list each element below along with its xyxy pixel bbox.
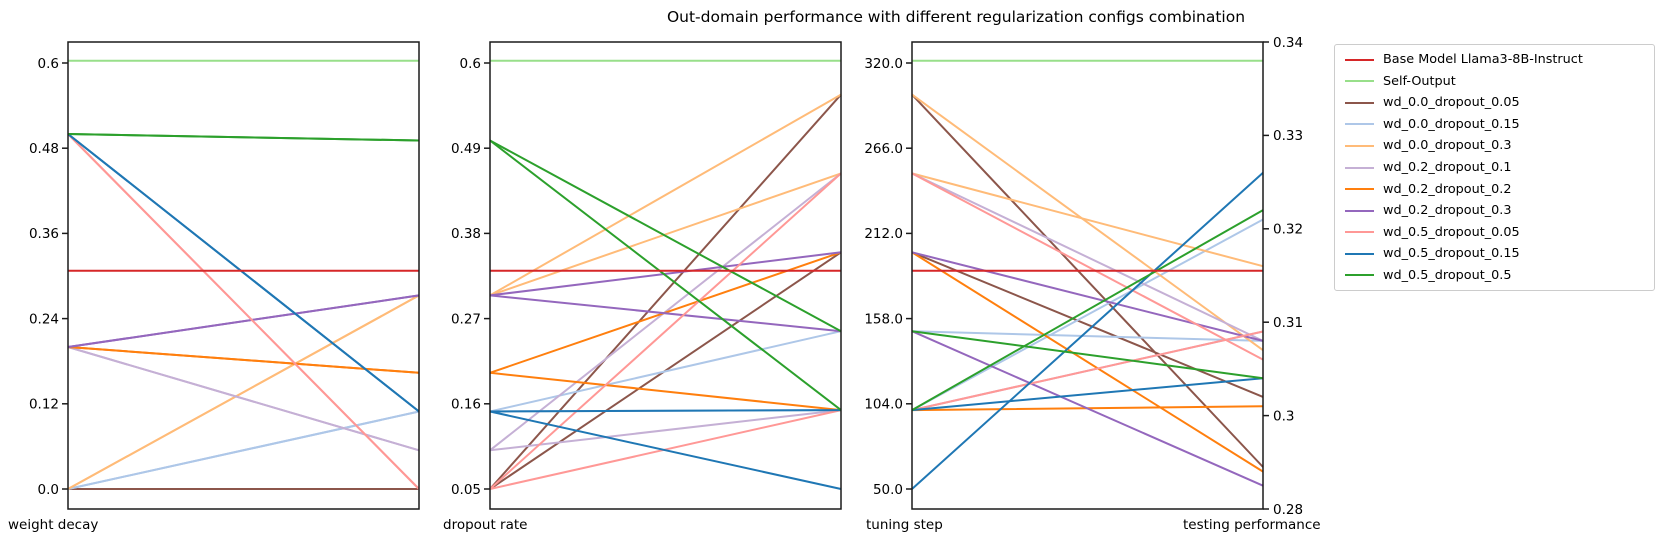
- axis2-tick-label-0.27: 0.27: [451, 311, 481, 327]
- axis1-tick-label-0.36: 0.36: [29, 226, 59, 242]
- panel-box-1: [67, 41, 420, 510]
- legend-swatch-line: [1345, 101, 1374, 104]
- legend-entry-label: wd_0.0_dropout_0.15: [1383, 116, 1520, 132]
- axis4-tick-label-0.3: 0.3: [1273, 408, 1294, 424]
- panel-box-2: [489, 41, 842, 510]
- legend-swatch-line: [1345, 252, 1374, 255]
- legend-entry-wd_0.2_dropout_0.3: wd_0.2_dropout_0.3: [1345, 200, 1654, 222]
- axis-label-tuning-step: tuning step: [866, 517, 943, 533]
- axis1-tick-label-0.0: 0.0: [38, 482, 59, 498]
- series-line-wd_0.5_dropout_0.5-run2: [67, 133, 1264, 411]
- legend-entry-label: wd_0.2_dropout_0.1: [1383, 160, 1512, 175]
- series-line-wd_0.2_dropout_0.2-run1: [67, 251, 1264, 473]
- legend-entry-wd_0.0_dropout_0.05: wd_0.0_dropout_0.05: [1345, 92, 1654, 114]
- axis3-tick-label-50.0: 50.0: [873, 482, 903, 498]
- legend-entry-wd_0.5_dropout_0.5: wd_0.5_dropout_0.5: [1345, 264, 1654, 286]
- legend-swatch-line: [1345, 80, 1374, 83]
- legend-entry-wd_0.0_dropout_0.3: wd_0.0_dropout_0.3: [1345, 135, 1654, 157]
- axis-label-testing-performance: testing performance: [1183, 517, 1321, 533]
- legend-entry-wd_0.0_dropout_0.15: wd_0.0_dropout_0.15: [1345, 114, 1654, 136]
- legend-entry-base-model-llama3-8b-instruct: Base Model Llama3-8B-Instruct: [1345, 49, 1654, 71]
- legend-swatch-line: [1345, 144, 1374, 147]
- axis1-tick-label-0.48: 0.48: [29, 141, 59, 157]
- axis1-tick-label-0.24: 0.24: [29, 311, 59, 327]
- legend-entry-wd_0.2_dropout_0.1: wd_0.2_dropout_0.1: [1345, 157, 1654, 179]
- axis2-tick-label-0.6: 0.6: [460, 56, 481, 72]
- axis4-tick-label-0.33: 0.33: [1273, 128, 1303, 144]
- series-line-wd_0.2_dropout_0.3-run1: [67, 251, 1264, 348]
- legend-entry-label: wd_0.5_dropout_0.5: [1383, 267, 1512, 283]
- series-line-wd_0.0_dropout_0.3-run2: [67, 93, 1264, 490]
- axis1-tick-label-0.6: 0.6: [38, 56, 59, 72]
- legend-entry-wd_0.2_dropout_0.2: wd_0.2_dropout_0.2: [1345, 178, 1654, 200]
- axis2-tick-label-0.38: 0.38: [451, 226, 481, 242]
- axis4-tick-label-0.32: 0.32: [1273, 222, 1303, 238]
- legend-swatch-line: [1345, 58, 1374, 61]
- legend-swatch-line: [1345, 188, 1374, 191]
- panel-box-3: [911, 41, 1264, 510]
- legend-swatch-line: [1345, 274, 1374, 277]
- axis4-tick-label-0.28: 0.28: [1273, 502, 1303, 518]
- axis2-tick-label-0.16: 0.16: [451, 397, 481, 413]
- axis2-tick-label-0.05: 0.05: [451, 482, 481, 498]
- legend-entry-wd_0.5_dropout_0.15: wd_0.5_dropout_0.15: [1345, 243, 1654, 265]
- legend-entry-label: Self-Output: [1383, 73, 1456, 89]
- legend-entry-wd_0.5_dropout_0.05: wd_0.5_dropout_0.05: [1345, 221, 1654, 243]
- axis1-tick-label-0.12: 0.12: [29, 397, 59, 413]
- legend-entry-label: wd_0.5_dropout_0.15: [1383, 246, 1520, 262]
- legend-entry-label: wd_0.0_dropout_0.05: [1383, 95, 1520, 111]
- axis3-tick-label-320.0: 320.0: [864, 56, 903, 72]
- legend-entry-label: Base Model Llama3-8B-Instruct: [1383, 52, 1583, 68]
- legend-entry-label: wd_0.2_dropout_0.2: [1383, 181, 1512, 197]
- series-line-wd_0.0_dropout_0.15-run2: [67, 330, 1264, 490]
- legend-entry-self-output: Self-Output: [1345, 71, 1654, 93]
- legend-entry-label: wd_0.5_dropout_0.05: [1383, 224, 1520, 240]
- legend-box: Base Model Llama3-8B-Instruct Self-Output…: [1334, 44, 1655, 291]
- axis3-tick-label-266.0: 266.0: [864, 141, 903, 157]
- axis2-tick-label-0.49: 0.49: [451, 141, 481, 157]
- legend-swatch-line: [1345, 166, 1374, 169]
- axis4-tick-label-0.31: 0.31: [1273, 315, 1303, 331]
- axis3-tick-label-212.0: 212.0: [864, 226, 903, 242]
- legend-swatch-line: [1345, 231, 1374, 234]
- legend-swatch-line: [1345, 209, 1374, 212]
- chart-title: Out-domain performance with different re…: [666, 8, 1246, 26]
- axis4-tick-label-0.34: 0.34: [1273, 35, 1303, 51]
- legend-entry-label: wd_0.2_dropout_0.3: [1383, 203, 1512, 219]
- axis3-tick-label-158.0: 158.0: [864, 311, 903, 327]
- legend-swatch-line: [1345, 123, 1374, 126]
- legend-entry-label: wd_0.0_dropout_0.3: [1383, 138, 1512, 154]
- axis-label-weight-decay: weight decay: [8, 517, 99, 533]
- series-line-wd_0.5_dropout_0.15-run2: [67, 133, 1264, 413]
- axis-label-dropout-rate: dropout rate: [443, 517, 528, 533]
- series-line-wd_0.2_dropout_0.3-run2: [67, 294, 1264, 487]
- axis3-tick-label-104.0: 104.0: [864, 397, 903, 413]
